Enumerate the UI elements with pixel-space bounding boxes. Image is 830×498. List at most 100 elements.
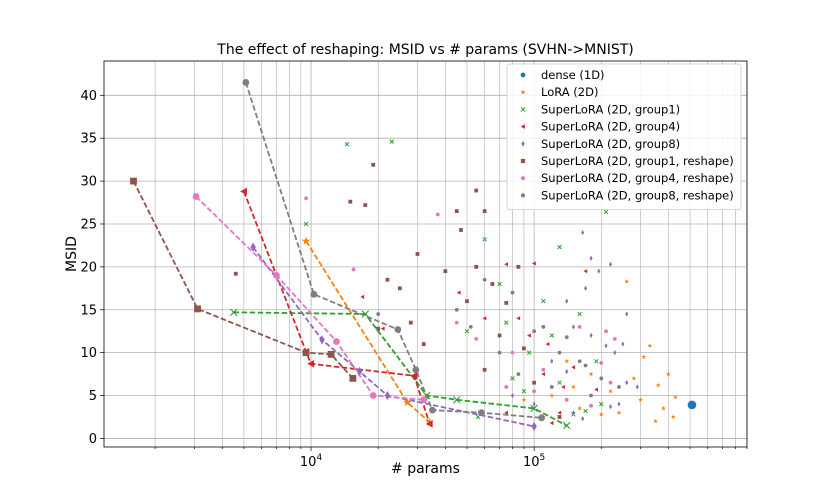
chart-title: The effect of reshaping: MSID vs # param… bbox=[216, 42, 633, 58]
point-superlora-2d-group4 bbox=[549, 420, 554, 426]
legend-label: SuperLoRA (2D, group1, reshape) bbox=[541, 154, 734, 168]
point-lora-2d bbox=[624, 278, 630, 284]
point-superlora-2d-group4-reshape bbox=[532, 389, 537, 394]
frontier-point-superlora-2d-group4-reshape bbox=[369, 392, 377, 399]
point-superlora-2d-group1-reshape bbox=[474, 188, 479, 193]
frontier-point-superlora-2d-group8 bbox=[319, 335, 325, 345]
point-superlora-2d-group1 bbox=[549, 333, 555, 338]
point-superlora-2d-group8-reshape bbox=[532, 329, 537, 334]
point-superlora-2d-group4 bbox=[504, 262, 508, 267]
point-superlora-2d-group1-reshape bbox=[397, 286, 402, 291]
grid bbox=[104, 61, 748, 447]
frontier-point-superlora-2d-group8-reshape bbox=[538, 414, 545, 422]
y-tick-label: 0 bbox=[89, 432, 97, 447]
point-superlora-2d-group1-reshape bbox=[454, 209, 459, 214]
point-superlora-2d-group4-reshape bbox=[599, 361, 604, 365]
point-superlora-2d-group8 bbox=[613, 350, 617, 356]
point-superlora-2d-group4 bbox=[594, 387, 599, 392]
point-superlora-2d-group1 bbox=[303, 221, 309, 227]
point-lora-2d bbox=[673, 394, 678, 400]
point-superlora-2d-group8 bbox=[589, 255, 593, 261]
point-superlora-2d-group8 bbox=[608, 404, 613, 410]
point-superlora-2d-group8-reshape bbox=[497, 350, 502, 355]
point-superlora-2d-group8 bbox=[584, 285, 588, 291]
point-superlora-2d-group1 bbox=[599, 401, 604, 407]
point-lora-2d bbox=[661, 405, 666, 411]
point-superlora-2d-group4-reshape bbox=[435, 212, 440, 217]
legend-label: SuperLoRA (2D, group4) bbox=[541, 120, 680, 134]
frontier-point-superlora-2d-group4 bbox=[410, 372, 418, 380]
point-superlora-2d-group8-reshape bbox=[577, 359, 582, 364]
point-lora-2d bbox=[647, 343, 653, 348]
point-superlora-2d-group4-reshape bbox=[454, 320, 459, 325]
frontier-point-superlora-2d-group8-reshape bbox=[477, 409, 485, 417]
legend-label: dense (1D) bbox=[541, 68, 605, 82]
frontier-point-superlora-2d-group1 bbox=[361, 310, 370, 318]
legend-box bbox=[506, 63, 742, 211]
legend-marker-superlora-2d-group8-reshape bbox=[520, 193, 526, 198]
point-superlora-2d-group4 bbox=[583, 269, 588, 274]
y-tick-label: 35 bbox=[80, 132, 97, 147]
point-superlora-2d-group8 bbox=[625, 311, 629, 317]
frontier-point-lora-2d bbox=[425, 417, 434, 426]
legend-label: SuperLoRA (2D, group8) bbox=[541, 137, 680, 151]
point-superlora-2d-group8 bbox=[550, 358, 554, 364]
point-superlora-2d-group1 bbox=[603, 209, 609, 215]
point-superlora-2d-group8-reshape bbox=[454, 307, 459, 312]
point-superlora-2d-group4-reshape bbox=[510, 350, 515, 355]
point-superlora-2d-group4-reshape bbox=[612, 337, 617, 341]
point-superlora-2d-group1-reshape bbox=[371, 162, 376, 167]
point-superlora-2d-group1-reshape bbox=[516, 264, 521, 269]
frontier-line-superlora-2d-group1 bbox=[233, 311, 568, 427]
legend-marker-superlora-2d-group4 bbox=[520, 124, 525, 129]
point-superlora-2d-group8-reshape bbox=[564, 335, 569, 340]
point-superlora-2d-group4 bbox=[545, 341, 550, 347]
frontier-point-superlora-2d-group4-reshape bbox=[420, 396, 428, 404]
point-superlora-2d-group4 bbox=[571, 365, 576, 370]
point-superlora-2d-group8-reshape bbox=[541, 325, 546, 329]
point-superlora-2d-group8 bbox=[571, 410, 575, 416]
frontier-point-superlora-2d-group1-reshape bbox=[302, 349, 310, 357]
point-superlora-2d-group8 bbox=[532, 401, 536, 407]
point-superlora-2d-group1-reshape bbox=[482, 209, 487, 214]
point-lora-2d bbox=[549, 393, 555, 398]
point-superlora-2d-group1-reshape bbox=[497, 333, 502, 338]
point-superlora-2d-group1 bbox=[526, 350, 532, 355]
frontier-point-superlora-2d-group1 bbox=[562, 421, 571, 430]
frontier-line-superlora-2d-group4-reshape bbox=[195, 195, 424, 401]
point-superlora-2d-group1 bbox=[510, 376, 515, 381]
frontier-point-superlora-2d-group8-reshape bbox=[310, 290, 318, 298]
point-lora-2d bbox=[571, 384, 576, 389]
point-superlora-2d-group1 bbox=[557, 244, 562, 250]
legend-marker-dense-1d bbox=[520, 72, 526, 78]
frontier-point-superlora-2d-group4-reshape bbox=[192, 193, 200, 200]
frontier-point-superlora-2d-group8 bbox=[384, 390, 391, 401]
point-superlora-2d-group8 bbox=[621, 341, 625, 347]
point-superlora-2d-group1-reshape bbox=[408, 320, 413, 325]
x-axis-label: # params bbox=[391, 461, 460, 477]
point-lora-2d bbox=[616, 410, 622, 415]
point-superlora-2d-group1-reshape bbox=[363, 203, 368, 208]
point-superlora-2d-group1 bbox=[557, 380, 562, 385]
point-superlora-2d-group1-reshape bbox=[474, 264, 479, 269]
point-lora-2d bbox=[670, 414, 676, 419]
point-superlora-2d-group4-reshape bbox=[564, 397, 569, 402]
point-superlora-2d-group1-reshape bbox=[421, 342, 426, 346]
frontier-point-superlora-2d-group4-reshape bbox=[333, 338, 340, 345]
frontier-point-superlora-2d-group1-reshape bbox=[194, 305, 201, 313]
point-superlora-2d-group8 bbox=[581, 229, 585, 236]
frontier-point-superlora-2d-group8-reshape bbox=[242, 79, 250, 86]
point-superlora-2d-group8 bbox=[635, 384, 639, 390]
point-superlora-2d-group4-reshape bbox=[474, 337, 479, 341]
point-superlora-2d-group4 bbox=[482, 316, 487, 321]
point-superlora-2d-group1 bbox=[521, 388, 527, 394]
point-superlora-2d-group8-reshape bbox=[516, 372, 521, 376]
point-superlora-2d-group8-reshape bbox=[599, 376, 604, 381]
point-superlora-2d-group8 bbox=[581, 416, 585, 422]
frontier-line-superlora-2d-group1-reshape bbox=[132, 180, 354, 380]
y-tick-label: 10 bbox=[80, 346, 97, 361]
legend-label: SuperLoRA (2D, group8, reshape) bbox=[541, 188, 734, 202]
legend-marker-lora-2d bbox=[520, 89, 526, 95]
point-lora-2d bbox=[655, 382, 661, 388]
point-lora-2d bbox=[638, 397, 643, 402]
